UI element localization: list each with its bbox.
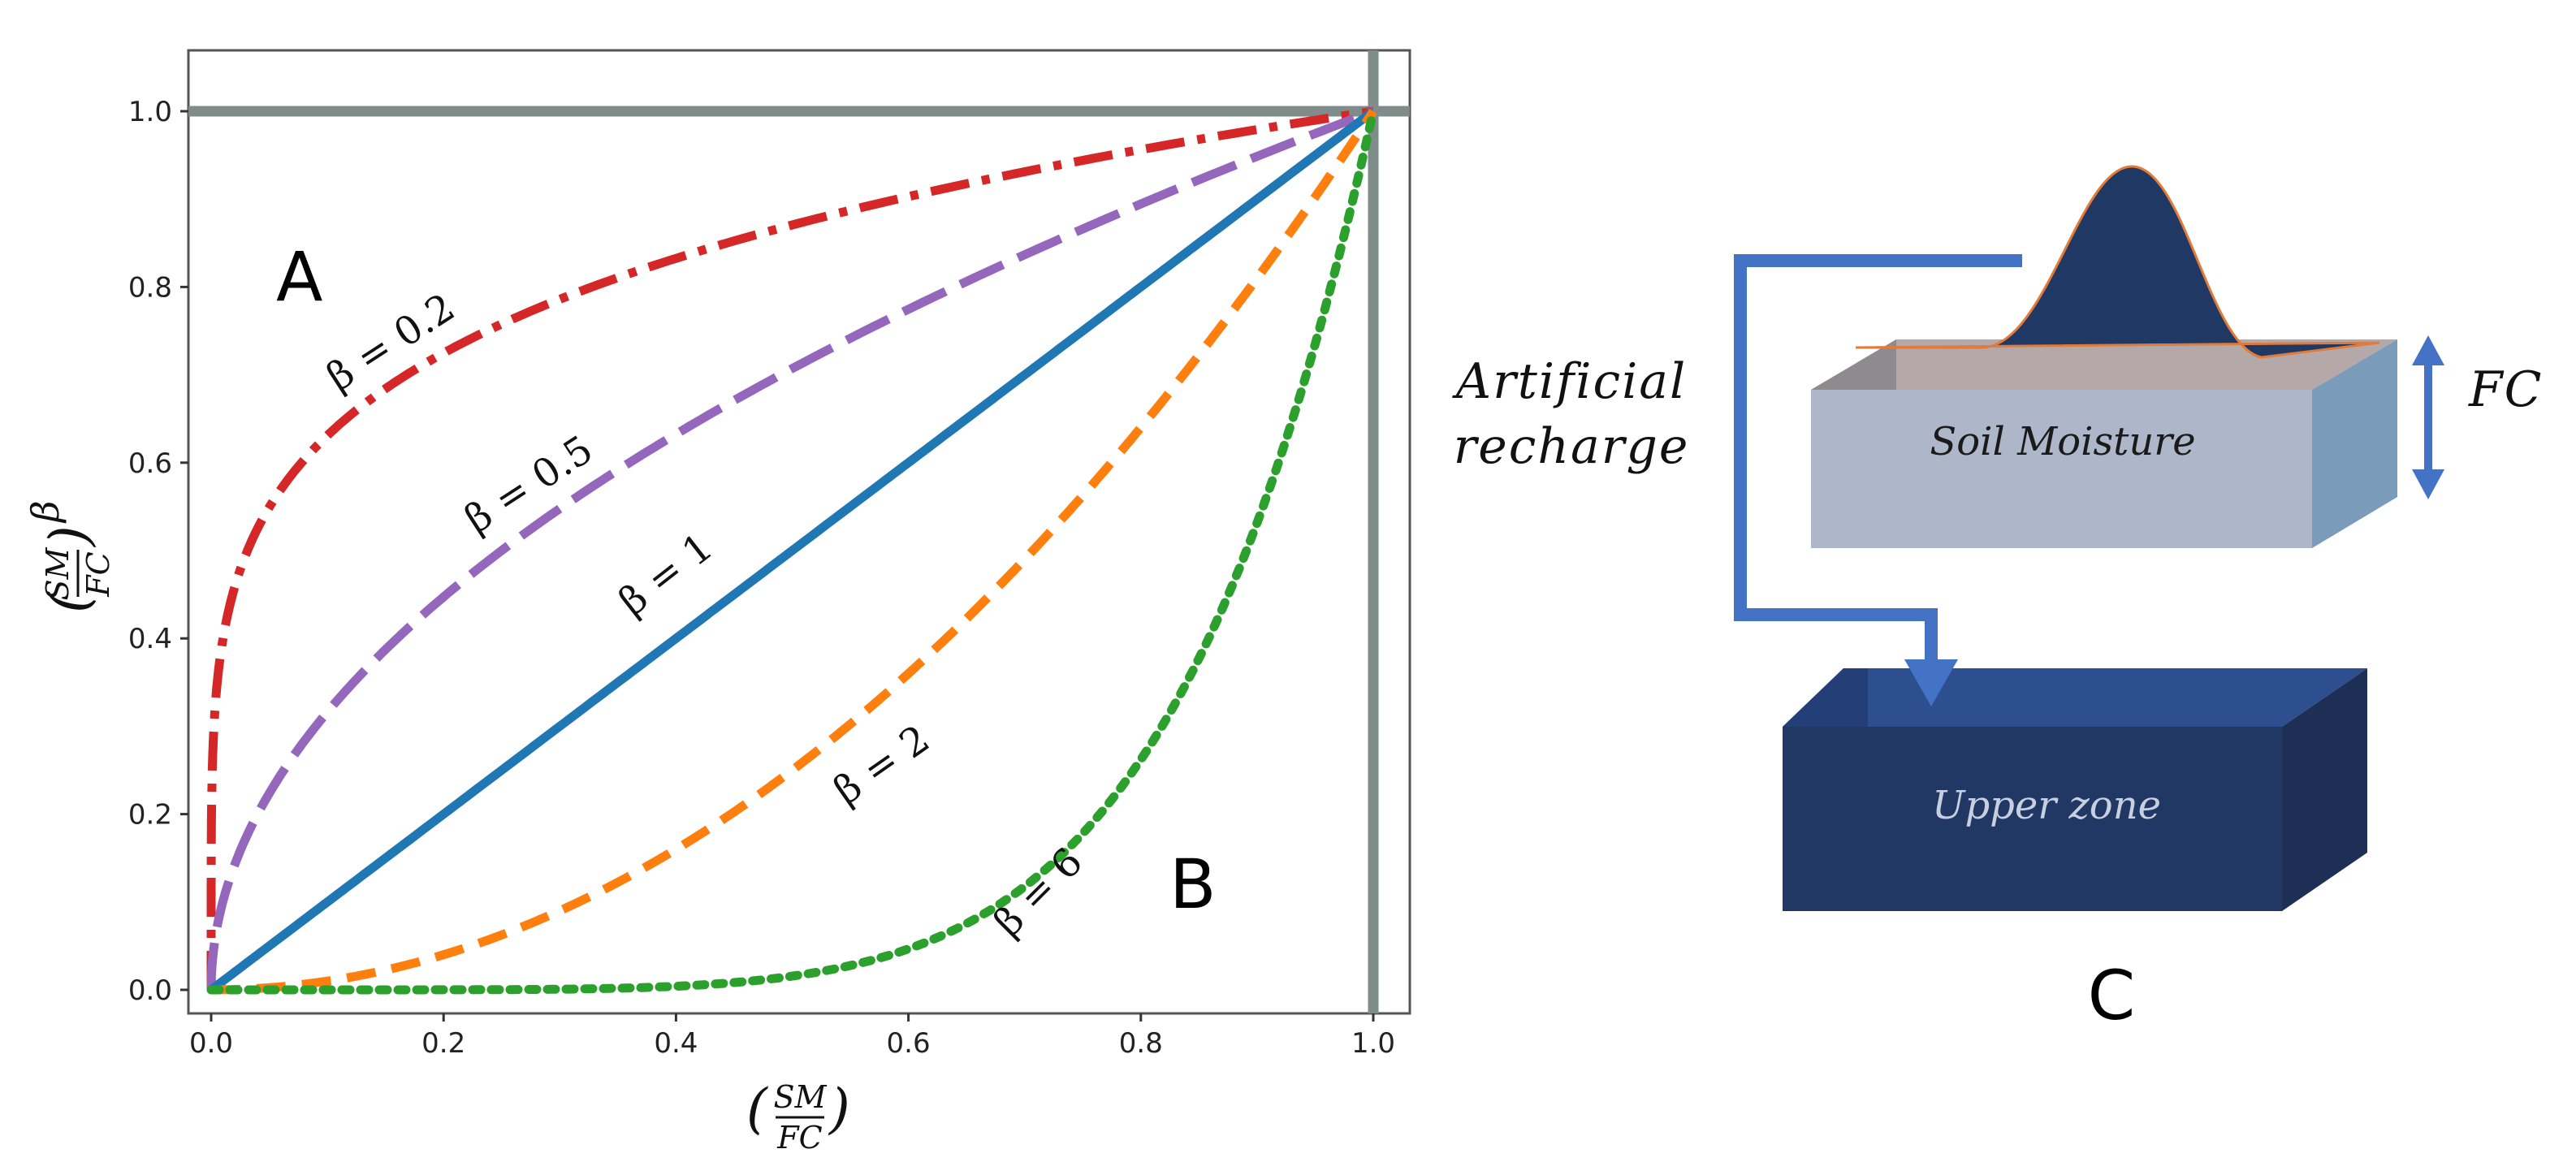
storage-diagram: Upper zone Soil Moisture FC Artificial r… [1452, 165, 2544, 1035]
fc-double-arrow [2412, 335, 2444, 499]
recharge-label-line2: recharge [1454, 418, 1690, 475]
ylabel-numerator: SM [40, 546, 76, 600]
x-axis-label: ( SM FC ) [746, 1078, 850, 1156]
y-tick-label: 0.8 [128, 271, 172, 304]
x-tick-label: 0.0 [189, 1027, 233, 1060]
curve-label-beta-6: β = 6 [985, 839, 1091, 945]
soil-wave [1855, 165, 2380, 359]
x-tick-label: 0.8 [1119, 1027, 1163, 1060]
ylabel-exponent: β [24, 500, 67, 524]
fc-arrow-down-head [2412, 469, 2444, 499]
soil-moisture-label: Soil Moisture [1930, 419, 2195, 464]
ylabel-denominator: FC [80, 551, 116, 597]
recharge-arrow [1734, 254, 2022, 706]
curve-beta-1 [208, 107, 1377, 994]
curve-beta-2 [211, 108, 1377, 995]
soil-top-left [1811, 339, 1896, 390]
recharge-arrow-path [1734, 254, 2022, 659]
x-ticks: 0.0 0.2 0.4 0.6 0.8 1.0 [189, 1013, 1395, 1060]
fc-arrow-up-head [2412, 335, 2444, 365]
x-tick-label: 0.6 [887, 1027, 931, 1060]
curve-beta-0.5 [206, 106, 1375, 991]
x-tick-label: 0.2 [421, 1027, 465, 1060]
soil-moisture-box: Soil Moisture [1811, 165, 2397, 548]
curve-beta-0.2 [206, 106, 1374, 990]
annotation-b: B [1169, 845, 1217, 924]
curve-label-beta-0.5: β = 0.5 [457, 426, 601, 542]
svg-text:): ) [38, 525, 101, 548]
x-tick-label: 1.0 [1351, 1027, 1395, 1060]
upper-zone-top-inner [1783, 668, 1868, 727]
x-tick-label: 0.4 [654, 1027, 698, 1060]
annotation-a: A [276, 237, 322, 317]
soil-front [1811, 390, 2312, 548]
svg-text:): ) [828, 1078, 850, 1140]
y-ticks: 0.0 0.2 0.4 0.6 0.8 1.0 [128, 96, 188, 1007]
chart: 0.0 0.2 0.4 0.6 0.8 1.0 0.0 0.2 0.4 0.6 0.8 1.0 β … [24, 49, 1411, 1156]
xlabel-numerator: SM [774, 1079, 828, 1115]
upper-zone-top [1783, 668, 2367, 727]
y-tick-label: 0.0 [128, 974, 172, 1007]
xlabel-denominator: FC [776, 1120, 822, 1156]
y-tick-label: 0.6 [128, 447, 172, 480]
curves [206, 106, 1378, 995]
reference-lines [188, 50, 1410, 1013]
y-tick-label: 0.2 [128, 799, 172, 832]
panel-label-c: C [2088, 956, 2136, 1035]
fc-label: FC [2468, 361, 2544, 418]
upper-zone-front [1783, 727, 2282, 911]
svg-text:(: ( [746, 1078, 768, 1140]
y-tick-label: 1.0 [128, 96, 172, 128]
svg-text:(: ( [38, 591, 101, 613]
upper-zone-side [2282, 668, 2367, 911]
curve-beta-6 [206, 106, 1378, 995]
plot-frame [187, 49, 1411, 1015]
upper-zone-label: Upper zone [1932, 783, 2161, 828]
upper-zone-box: Upper zone [1783, 668, 2367, 911]
soil-side [2312, 339, 2397, 548]
recharge-arrow-head [1904, 659, 1958, 706]
recharge-label-line1: Artificial [1452, 353, 1687, 410]
y-axis-label: ( SM FC ) β [24, 500, 116, 613]
y-tick-label: 0.4 [128, 623, 172, 655]
curve-label-beta-1: β = 1 [611, 525, 721, 625]
